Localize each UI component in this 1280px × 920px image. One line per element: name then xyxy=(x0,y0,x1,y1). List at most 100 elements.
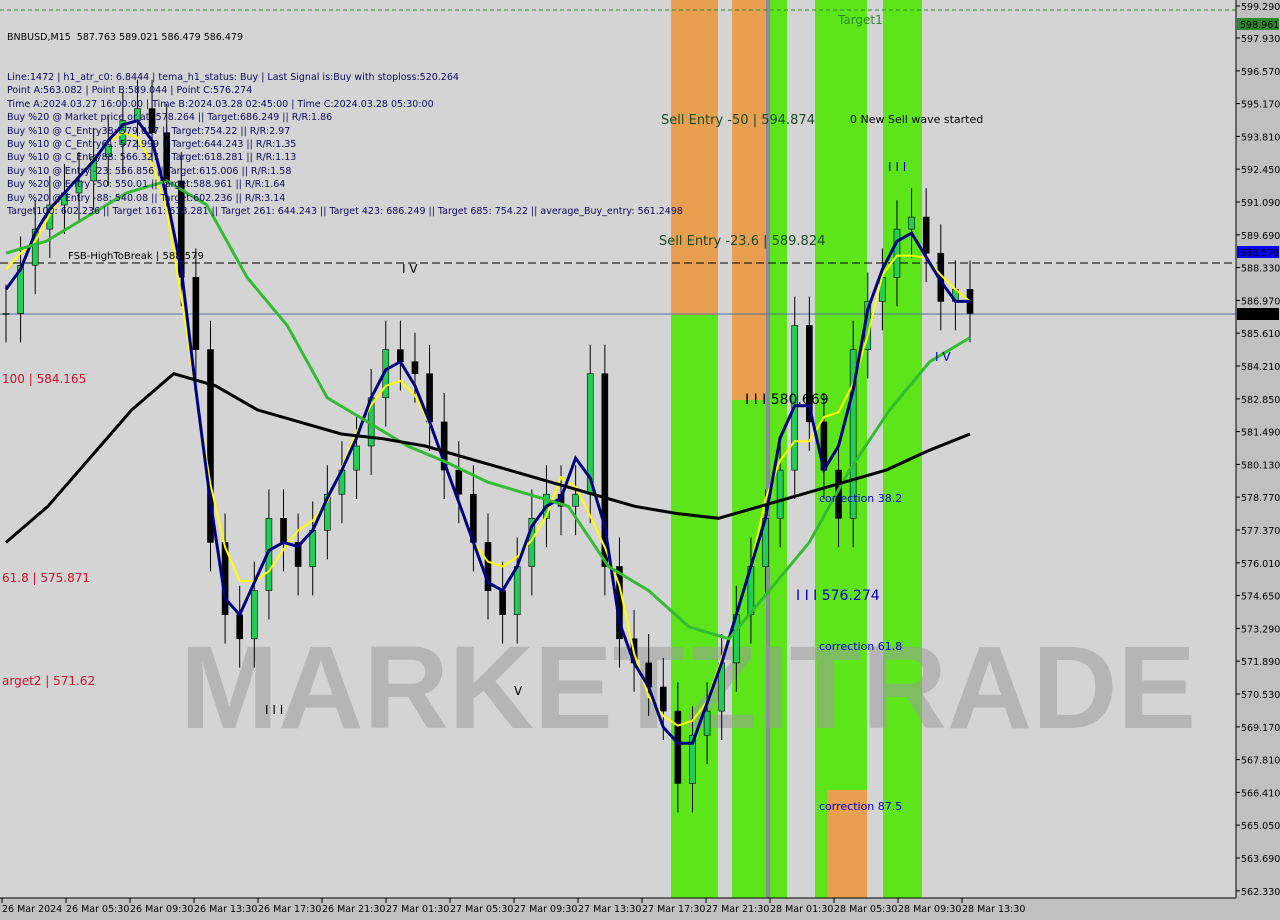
price-tag xyxy=(1237,246,1279,258)
chart-annotation: I I I xyxy=(265,703,284,717)
chart-annotation: 0 New Sell wave started xyxy=(850,113,984,126)
candle xyxy=(922,216,930,254)
candle xyxy=(849,349,857,519)
navy-line xyxy=(4,118,970,745)
candle xyxy=(324,493,331,531)
candle xyxy=(280,518,287,543)
chart-annotation: Target1 xyxy=(838,13,883,27)
zone-green xyxy=(883,0,922,898)
y-tick-label: 571.890 xyxy=(1241,657,1280,668)
info-line: Time A:2024.03.27 16:00:00 | Time B:2024… xyxy=(7,98,434,110)
y-tick-label: 562.330 xyxy=(1241,887,1280,898)
info-line: Buy %10 @ C_Entry61: 572.999 || Target:6… xyxy=(7,138,297,150)
green-ma-line xyxy=(5,179,971,641)
x-tick-label: 27 Mar 13:30 xyxy=(578,904,641,915)
y-tick-label: 567.810 xyxy=(1241,756,1280,767)
y-tick-label: 580.130 xyxy=(1241,460,1280,471)
chart-annotation: correction 61.8 xyxy=(819,640,903,653)
candle xyxy=(236,614,243,640)
vertical-marker xyxy=(766,0,770,898)
candle xyxy=(440,421,448,471)
x-tick-label: 27 Mar 21:30 xyxy=(706,904,769,915)
zone-green xyxy=(671,315,718,898)
y-tick-label: 592.450 xyxy=(1241,165,1280,176)
zone-green xyxy=(815,790,827,898)
price-tag-label: 588.579 xyxy=(1240,248,1279,259)
y-tick-label: 584.210 xyxy=(1241,362,1280,373)
y-tick-label: 581.490 xyxy=(1241,428,1280,439)
symbol-line: BNBUSD,M15 587.763 589.021 586.479 586.4… xyxy=(7,31,243,43)
y-tick-label: 576.010 xyxy=(1241,559,1280,570)
candle xyxy=(46,204,54,230)
chart-annotation: Sell Entry -50 | 594.874 xyxy=(661,113,815,128)
y-tick-label: 595.170 xyxy=(1241,100,1280,111)
candle xyxy=(674,710,682,784)
x-tick-label: 26 Mar 09:30 xyxy=(130,904,193,915)
y-tick-label: 596.570 xyxy=(1241,67,1280,78)
chart-annotation: FSB-HighToBreak | 588.579 xyxy=(68,251,204,262)
y-tick-label: 578.770 xyxy=(1241,493,1280,504)
candle xyxy=(893,228,901,278)
x-tick-label: 26 Mar 17:30 xyxy=(258,904,321,915)
candle xyxy=(455,469,463,495)
candle xyxy=(601,373,609,567)
watermark: MARKETZITRADE xyxy=(180,622,1196,754)
chart-annotation: I I I xyxy=(888,160,907,174)
chart-annotation: I I I 576.274 xyxy=(796,588,880,604)
info-line: Buy %10 @ C_Entry88: 566.327 || Target:6… xyxy=(7,152,297,164)
info-panel: BNBUSD,M15 587.763 589.021 586.479 586.4… xyxy=(7,4,683,217)
x-tick-label: 28 Mar 13:30 xyxy=(962,904,1025,915)
y-tick-label: 577.370 xyxy=(1241,526,1280,537)
candle xyxy=(908,216,915,230)
chart-annotation: 61.8 | 575.871 xyxy=(2,571,91,585)
plot-area xyxy=(0,0,1236,898)
candle xyxy=(689,734,696,784)
y-tick-label: 599.290 xyxy=(1241,2,1280,13)
candle xyxy=(90,156,97,182)
chart-annotation: V xyxy=(514,684,523,698)
candle xyxy=(17,264,24,314)
y-tick-label: 565.050 xyxy=(1241,821,1280,832)
chart-annotation: I V xyxy=(402,262,418,276)
candle xyxy=(75,180,83,194)
candle xyxy=(397,349,404,362)
info-line: Target100: 602.236 || Target 161: 618.28… xyxy=(7,205,683,217)
y-tick-label: 586.970 xyxy=(1241,296,1280,307)
x-tick-label: 26 Mar 05:30 xyxy=(66,904,129,915)
price-tag-label: 598.961 xyxy=(1240,20,1279,31)
x-tick-label: 28 Mar 01:30 xyxy=(770,904,833,915)
candle xyxy=(572,493,579,507)
x-tick-label: 26 Mar 2024 xyxy=(2,904,62,915)
zone-orange xyxy=(732,0,768,400)
chart-annotation: correction 38.2 xyxy=(819,492,903,505)
candle xyxy=(791,325,799,471)
price-tag xyxy=(1237,308,1279,320)
x-tick-label: 27 Mar 09:30 xyxy=(514,904,577,915)
candle xyxy=(499,590,506,616)
candle xyxy=(31,228,39,266)
y-tick-label: 569.170 xyxy=(1241,723,1280,734)
x-tick-label: 27 Mar 17:30 xyxy=(642,904,705,915)
chart-annotation: arget2 | 571.62 xyxy=(2,674,96,688)
y-tick-label: 566.410 xyxy=(1241,788,1280,799)
candle xyxy=(2,313,10,315)
info-line: Buy %20 @ Market price or at: 578.264 ||… xyxy=(7,112,333,124)
candle xyxy=(806,325,813,423)
black-ma-line xyxy=(5,372,971,544)
info-line: Point A:563.082 | Point B:589.044 | Poin… xyxy=(7,85,253,97)
candle xyxy=(411,361,419,375)
candle xyxy=(207,349,214,543)
x-tick-label: 28 Mar 09:30 xyxy=(898,904,961,915)
y-tick-label: 588.330 xyxy=(1241,264,1280,275)
y-tick-label: 585.610 xyxy=(1241,329,1280,340)
chart-annotation: correction 87.5 xyxy=(819,800,903,813)
chart-annotation: Sell Entry -23.6 | 589.824 xyxy=(659,234,826,249)
y-tick-label: 570.530 xyxy=(1241,690,1280,701)
yellow-line xyxy=(5,131,971,727)
x-tick-label: 27 Mar 05:30 xyxy=(450,904,513,915)
price-tag xyxy=(1237,18,1279,30)
info-line: Buy %20 @ Entry -88: 540.08 || Target:60… xyxy=(7,192,286,204)
y-tick-label: 573.290 xyxy=(1241,624,1280,635)
